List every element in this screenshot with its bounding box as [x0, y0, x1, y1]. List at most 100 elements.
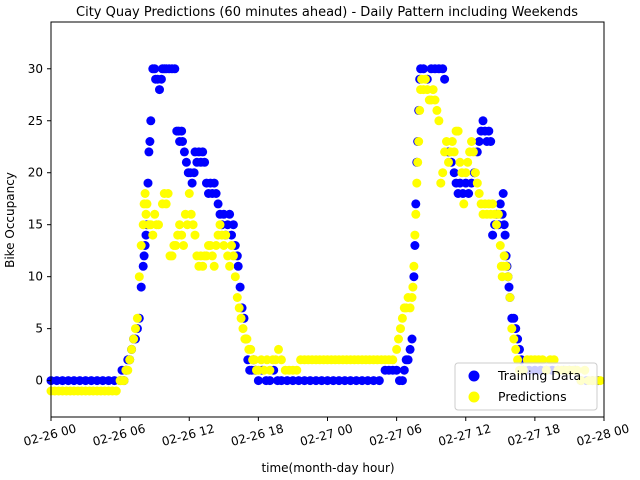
training-point — [144, 147, 154, 157]
training-point — [200, 157, 210, 167]
prediction-point — [142, 199, 152, 209]
chart-title: City Quay Predictions (60 minutes ahead)… — [76, 5, 578, 20]
training-point — [419, 64, 428, 74]
prediction-point — [184, 189, 194, 198]
prediction-point — [136, 241, 146, 250]
training-point — [179, 147, 189, 157]
prediction-point — [415, 105, 425, 115]
prediction-point — [211, 241, 221, 250]
prediction-point — [467, 137, 476, 146]
prediction-point — [408, 282, 418, 292]
training-point — [407, 334, 417, 344]
training-point — [211, 189, 221, 198]
prediction-point — [250, 355, 259, 365]
prediction-point — [438, 168, 448, 178]
prediction-point — [238, 324, 248, 334]
training-point — [484, 126, 494, 136]
training-point — [411, 199, 421, 209]
training-point — [170, 64, 180, 74]
prediction-point — [161, 199, 171, 209]
prediction-point — [405, 303, 415, 313]
prediction-point — [123, 365, 133, 375]
prediction-point — [396, 324, 405, 334]
prediction-point — [190, 230, 200, 240]
prediction-point — [177, 230, 187, 240]
prediction-point — [472, 178, 482, 188]
training-point — [440, 74, 450, 84]
prediction-point — [509, 334, 519, 344]
prediction-point — [154, 220, 163, 230]
training-point — [504, 282, 514, 292]
training-point — [235, 282, 245, 292]
prediction-point — [538, 355, 548, 365]
y-tick-label: 0 — [35, 374, 43, 388]
prediction-point — [163, 189, 173, 198]
y-tick-label: 15 — [28, 218, 43, 232]
prediction-point — [198, 261, 208, 271]
prediction-point — [493, 209, 503, 219]
legend-marker-predictions — [468, 391, 480, 403]
prediction-point — [111, 386, 121, 396]
training-point — [228, 220, 238, 230]
prediction-point — [175, 220, 185, 230]
prediction-point — [225, 261, 235, 271]
training-point — [209, 178, 219, 188]
prediction-point — [394, 334, 403, 344]
training-point — [405, 344, 415, 354]
prediction-point — [595, 376, 605, 386]
training-point — [409, 272, 419, 282]
y-axis-label: Bike Occupancy — [3, 172, 17, 268]
prediction-point — [265, 365, 275, 375]
training-point — [374, 376, 384, 386]
prediction-point — [414, 137, 424, 146]
prediction-point — [501, 261, 511, 271]
prediction-point — [430, 95, 440, 105]
prediction-point — [503, 272, 513, 282]
training-point — [143, 178, 153, 188]
prediction-point — [219, 241, 229, 250]
training-point — [392, 365, 402, 375]
prediction-point — [463, 157, 473, 167]
prediction-point — [397, 313, 407, 323]
prediction-point — [228, 251, 238, 261]
training-point — [253, 376, 263, 386]
training-point — [146, 116, 156, 126]
prediction-point — [449, 147, 459, 157]
y-tick-label: 25 — [28, 114, 43, 128]
prediction-point — [470, 168, 480, 178]
training-point — [178, 137, 187, 146]
y-tick-label: 30 — [28, 62, 43, 76]
training-point — [399, 365, 409, 375]
prediction-point — [455, 157, 465, 167]
prediction-point — [127, 344, 137, 354]
prediction-point — [227, 241, 236, 250]
prediction-point — [148, 230, 158, 240]
prediction-point — [242, 334, 252, 344]
prediction-point — [230, 272, 240, 282]
prediction-point — [492, 220, 501, 230]
training-point — [449, 168, 459, 178]
prediction-point — [407, 293, 417, 302]
training-point — [410, 241, 420, 250]
prediction-point — [495, 241, 505, 250]
prediction-point — [119, 376, 129, 386]
prediction-point — [420, 74, 430, 84]
prediction-point — [505, 293, 515, 302]
legend: Training Data Predictions — [454, 362, 598, 411]
prediction-point — [513, 355, 523, 365]
training-point — [265, 376, 275, 386]
training-point — [213, 199, 223, 209]
training-point — [136, 282, 146, 292]
training-point — [495, 199, 505, 209]
training-point — [509, 313, 519, 323]
series-layer — [46, 64, 605, 396]
x-axis-label: time(month-day hour) — [261, 461, 394, 475]
prediction-point — [207, 251, 217, 261]
training-point — [138, 261, 148, 271]
prediction-point — [436, 178, 446, 188]
y-tick-label: 20 — [28, 166, 43, 180]
prediction-point — [141, 209, 151, 219]
prediction-point — [274, 344, 283, 354]
training-point — [233, 261, 243, 271]
training-point — [198, 147, 208, 157]
